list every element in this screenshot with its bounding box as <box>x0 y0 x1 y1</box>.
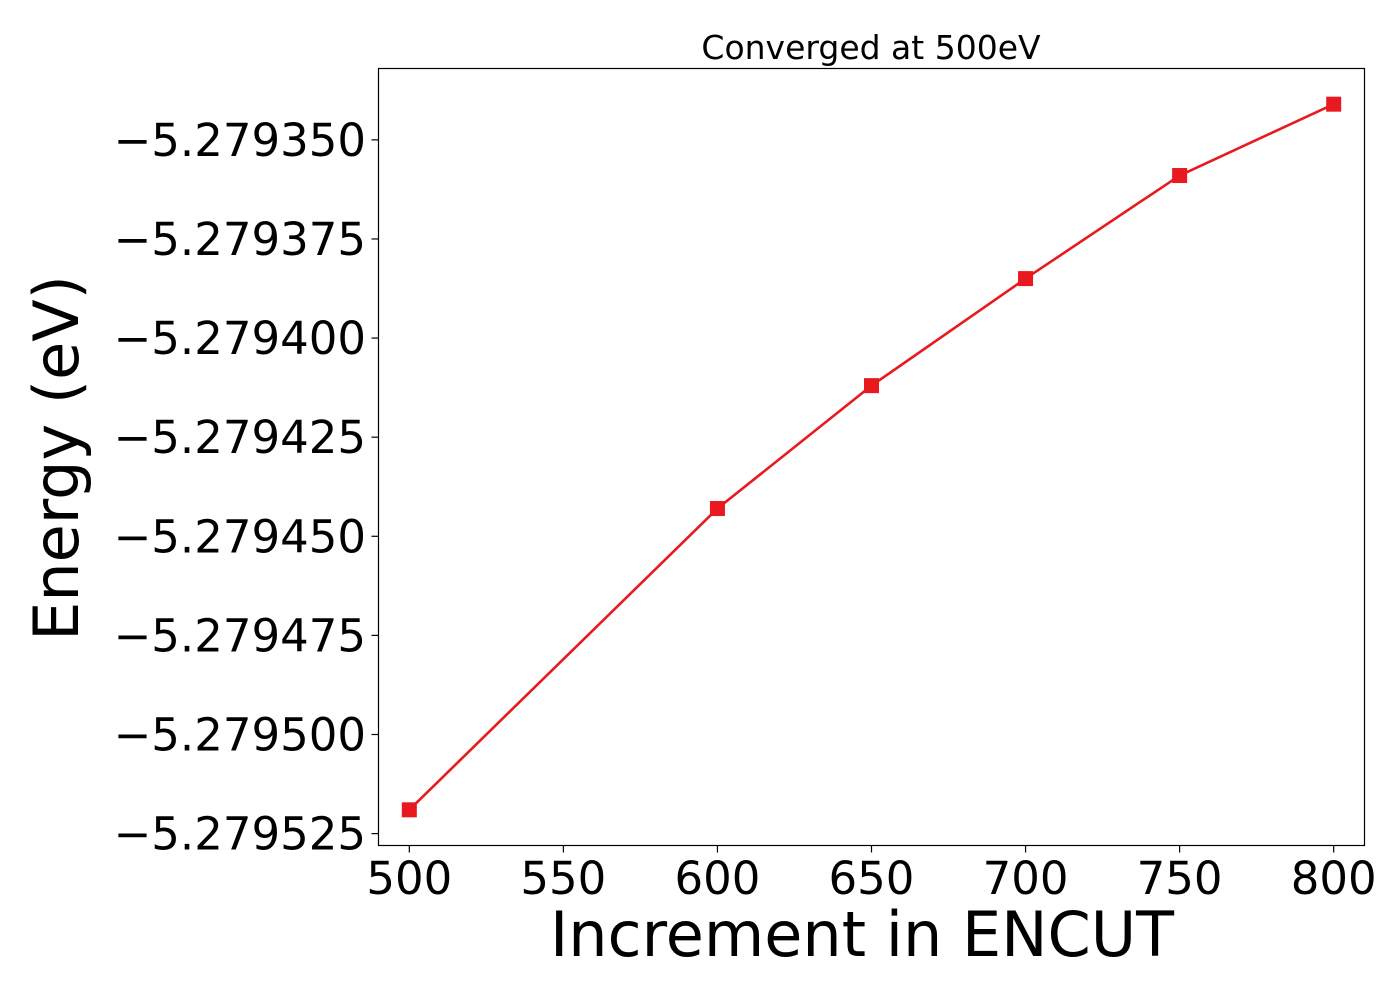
y-axis-title: Energy (eV) <box>20 275 93 641</box>
y-tick-label: −5.279400 <box>114 312 366 365</box>
data-point-marker <box>1326 96 1342 112</box>
y-axis: −5.279350 −5.279375 −5.279400 −5.279425 −5.2… <box>114 114 379 861</box>
x-tick-label: 800 <box>1291 852 1377 905</box>
x-tick-label: 650 <box>829 852 915 905</box>
x-tick-label: 700 <box>983 852 1069 905</box>
y-tick-label: −5.279525 <box>114 808 366 861</box>
data-point-marker <box>401 802 417 818</box>
x-tick-label: 750 <box>1137 852 1223 905</box>
y-tick-label: −5.279375 <box>114 213 366 266</box>
series-line <box>408 102 1335 811</box>
series-layer <box>401 96 1342 818</box>
y-tick-label: −5.279425 <box>114 411 366 464</box>
x-axis-title: Increment in ENCUT <box>550 898 1175 971</box>
chart-title: Converged at 500eV <box>701 28 1041 67</box>
y-tick-label: −5.279450 <box>114 510 366 563</box>
x-tick-label: 500 <box>366 852 452 905</box>
y-tick-label: −5.279475 <box>114 609 366 662</box>
x-axis: 500 550 600 650 700 750 800 <box>366 845 1377 905</box>
y-tick-label: −5.279500 <box>114 709 366 762</box>
x-tick-label: 600 <box>674 852 760 905</box>
x-tick-label: 550 <box>520 852 606 905</box>
data-point-marker <box>1172 168 1188 184</box>
data-point-marker <box>709 501 725 517</box>
y-tick-label: −5.279350 <box>114 114 366 167</box>
data-point-marker <box>864 378 879 394</box>
data-point-marker <box>1018 271 1034 287</box>
